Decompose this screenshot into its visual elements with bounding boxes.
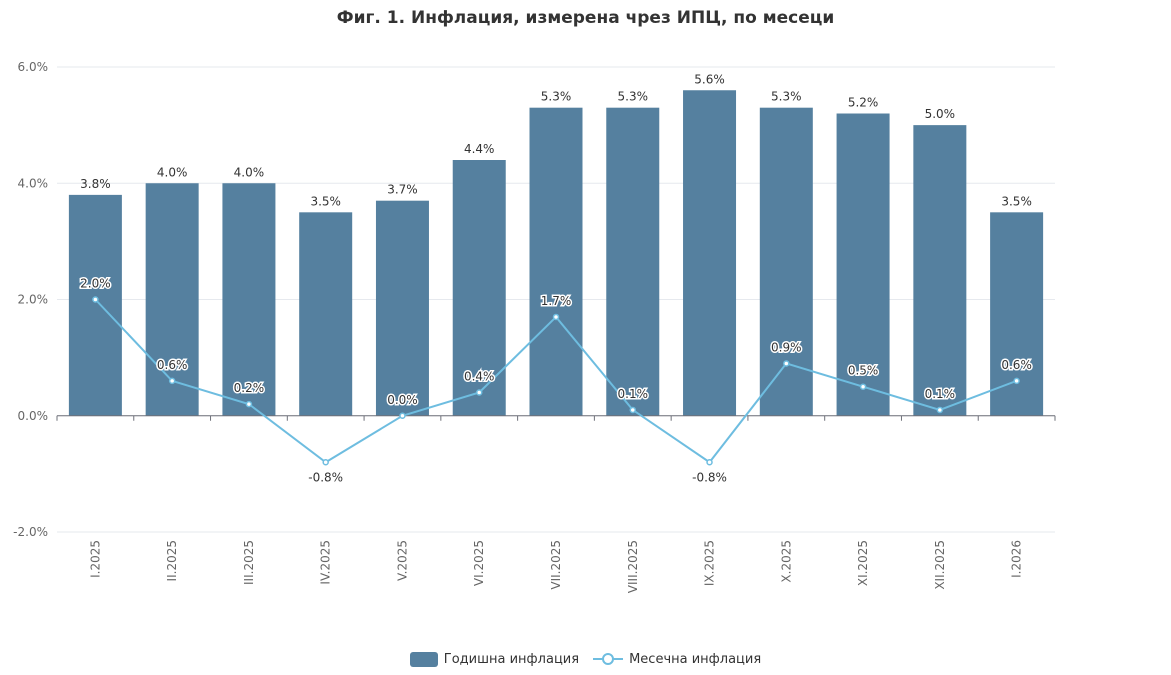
y-tick-label: 6.0% <box>18 60 49 74</box>
bar <box>452 160 506 416</box>
bar <box>145 183 199 416</box>
x-tick-label: III.2025 <box>242 540 256 585</box>
bar <box>606 107 660 416</box>
bar-data-label: 3.8% <box>80 177 111 191</box>
bar-data-label: 3.5% <box>1001 194 1032 208</box>
x-tick-label: I.2026 <box>1010 540 1024 578</box>
line-point <box>92 296 99 303</box>
line-data-label: 0.1% <box>925 387 956 401</box>
legend-item-monthly[interactable]: Месечна инфлация <box>593 651 761 667</box>
y-tick-label: 2.0% <box>18 293 49 307</box>
line-point <box>629 406 637 414</box>
bar-data-label: 4.4% <box>464 142 495 156</box>
x-tick-label: V.2025 <box>395 540 409 581</box>
bar <box>683 90 737 416</box>
x-tick-label: X.2025 <box>779 540 793 583</box>
bar <box>836 113 890 416</box>
line-data-label: -0.8% <box>692 470 727 484</box>
line-data-label: 0.5% <box>848 364 879 378</box>
line-swatch-icon <box>593 653 624 665</box>
x-tick-label: IV.2025 <box>319 540 333 585</box>
x-tick-label: I.2025 <box>88 540 102 578</box>
legend-label: Годишна инфлация <box>443 651 580 667</box>
bar <box>529 107 583 416</box>
line-point <box>322 459 329 466</box>
line-data-label: 0.0% <box>387 393 418 407</box>
bar-swatch-icon <box>409 651 438 667</box>
y-tick-label: 4.0% <box>18 176 49 190</box>
bar-data-label: 5.6% <box>694 72 725 86</box>
x-tick-label: VIII.2025 <box>626 540 640 593</box>
line-point <box>859 383 867 390</box>
bar-data-label: 4.0% <box>234 165 265 179</box>
line-point <box>399 412 406 419</box>
chart-title: Фиг. 1. Инфлация, измерена чрез ИПЦ, по … <box>336 8 835 28</box>
bar-data-label: 4.0% <box>157 165 188 179</box>
x-tick-label: II.2025 <box>165 540 179 581</box>
line-point <box>783 360 790 367</box>
line-point <box>1013 377 1020 385</box>
bar-data-label: 5.3% <box>771 90 802 104</box>
line-data-label: 0.6% <box>1001 358 1032 372</box>
bar <box>375 200 429 416</box>
x-tick-label: XI.2025 <box>856 540 870 586</box>
line-point <box>245 400 253 408</box>
line-point <box>706 459 713 466</box>
line-point <box>168 377 176 385</box>
y-tick-label: -2.0% <box>13 525 48 539</box>
x-tick-label: IX.2025 <box>703 540 717 586</box>
y-tick-label: 0.0% <box>18 409 49 423</box>
line-data-label: -0.8% <box>308 470 343 484</box>
bar <box>222 183 276 416</box>
legend: Годишна инфлация Месечна инфлация <box>0 651 1171 667</box>
bar-data-label: 5.3% <box>618 90 649 104</box>
chart-plot: -2.0% 0.0% 2.0% 4.0% 6.0% 3.8% 4.0% 4.0% 3.5% 3.7… <box>13 60 1056 593</box>
line-point <box>475 389 483 396</box>
bar-data-label: 5.2% <box>848 96 879 110</box>
x-tick-label: VII.2025 <box>549 540 563 590</box>
line-data-label: 1.7% <box>541 294 572 308</box>
line-data-label: 0.4% <box>464 370 495 384</box>
bar-data-label: 5.3% <box>541 90 572 104</box>
x-tick-label: VI.2025 <box>472 540 486 586</box>
legend-item-annual[interactable]: Годишна инфлация <box>409 651 580 667</box>
line-data-label: 0.6% <box>157 358 188 372</box>
line-data-label: 0.1% <box>618 387 649 401</box>
bar <box>299 212 353 416</box>
bar-data-label: 3.5% <box>310 194 341 208</box>
line-data-label: 0.2% <box>234 381 265 395</box>
x-tick-label: XII.2025 <box>933 540 947 590</box>
bar <box>68 194 122 416</box>
line-data-label: 0.9% <box>771 340 802 354</box>
line-point <box>552 313 560 321</box>
line-data-label: 2.0% <box>80 277 111 291</box>
legend-label: Месечна инфлация <box>629 651 762 667</box>
bar-data-label: 5.0% <box>925 107 956 121</box>
bar <box>913 125 967 416</box>
bar <box>990 212 1044 416</box>
line-point <box>936 406 944 414</box>
bar-data-label: 3.7% <box>387 183 418 197</box>
